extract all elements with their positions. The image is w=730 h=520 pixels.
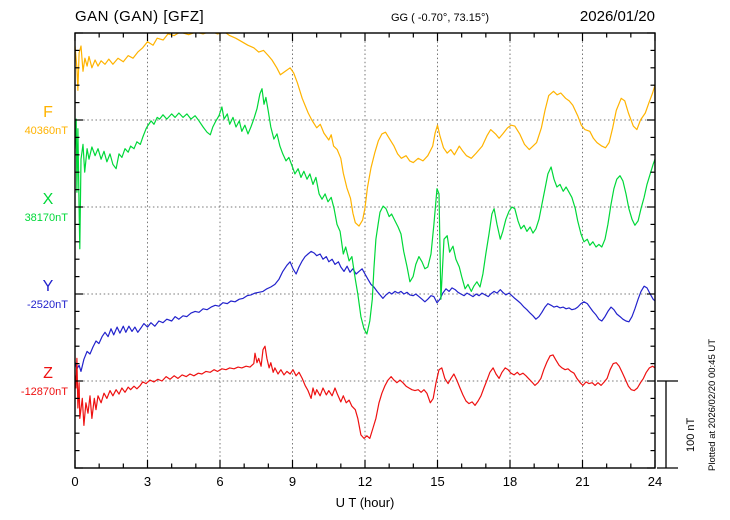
station-title: GAN (GAN) [GFZ] <box>75 8 205 25</box>
trace-f <box>75 33 655 227</box>
x-axis-tick-label: 24 <box>647 474 663 489</box>
channel-label-y: Y <box>42 278 54 295</box>
plotted-at-timestamp: Plotted at 2026/02/20 00:45 UT <box>707 338 718 471</box>
trace-y <box>75 250 655 372</box>
scale-bar-label: 100 nT <box>685 417 697 452</box>
x-axis-tick-label: 6 <box>216 474 224 489</box>
channel-base-value-f: 40360nT <box>24 125 68 137</box>
x-axis-tick-label: 9 <box>288 474 297 489</box>
x-axis-tick-label: 12 <box>357 474 373 489</box>
channel-label-f: F <box>43 104 53 121</box>
channel-base-value-y: -2520nT <box>27 299 68 311</box>
channel-base-value-z: -12870nT <box>20 386 68 398</box>
trace-x <box>75 88 655 335</box>
geographic-coordinates: GG ( -0.70°, 73.15°) <box>390 12 490 24</box>
scale-bar <box>657 380 678 469</box>
x-axis-tick-label: 15 <box>430 474 445 489</box>
channel-label-z: Z <box>43 365 53 382</box>
x-axis-tick-label: 21 <box>575 474 590 489</box>
observation-date: 2026/01/20 <box>579 8 655 25</box>
trace-z <box>75 345 655 439</box>
channel-base-value-x: 38170nT <box>24 212 68 224</box>
axis-ticks <box>74 32 656 469</box>
x-axis-title: U T (hour) <box>335 495 395 510</box>
x-axis-tick-label: 0 <box>71 474 79 489</box>
channel-label-x: X <box>42 191 54 208</box>
x-axis-tick-label: 3 <box>143 474 152 489</box>
x-axis-tick-label: 18 <box>502 474 518 489</box>
